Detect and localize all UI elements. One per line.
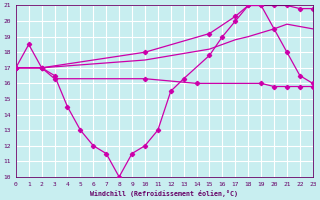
X-axis label: Windchill (Refroidissement éolien,°C): Windchill (Refroidissement éolien,°C)	[90, 190, 238, 197]
